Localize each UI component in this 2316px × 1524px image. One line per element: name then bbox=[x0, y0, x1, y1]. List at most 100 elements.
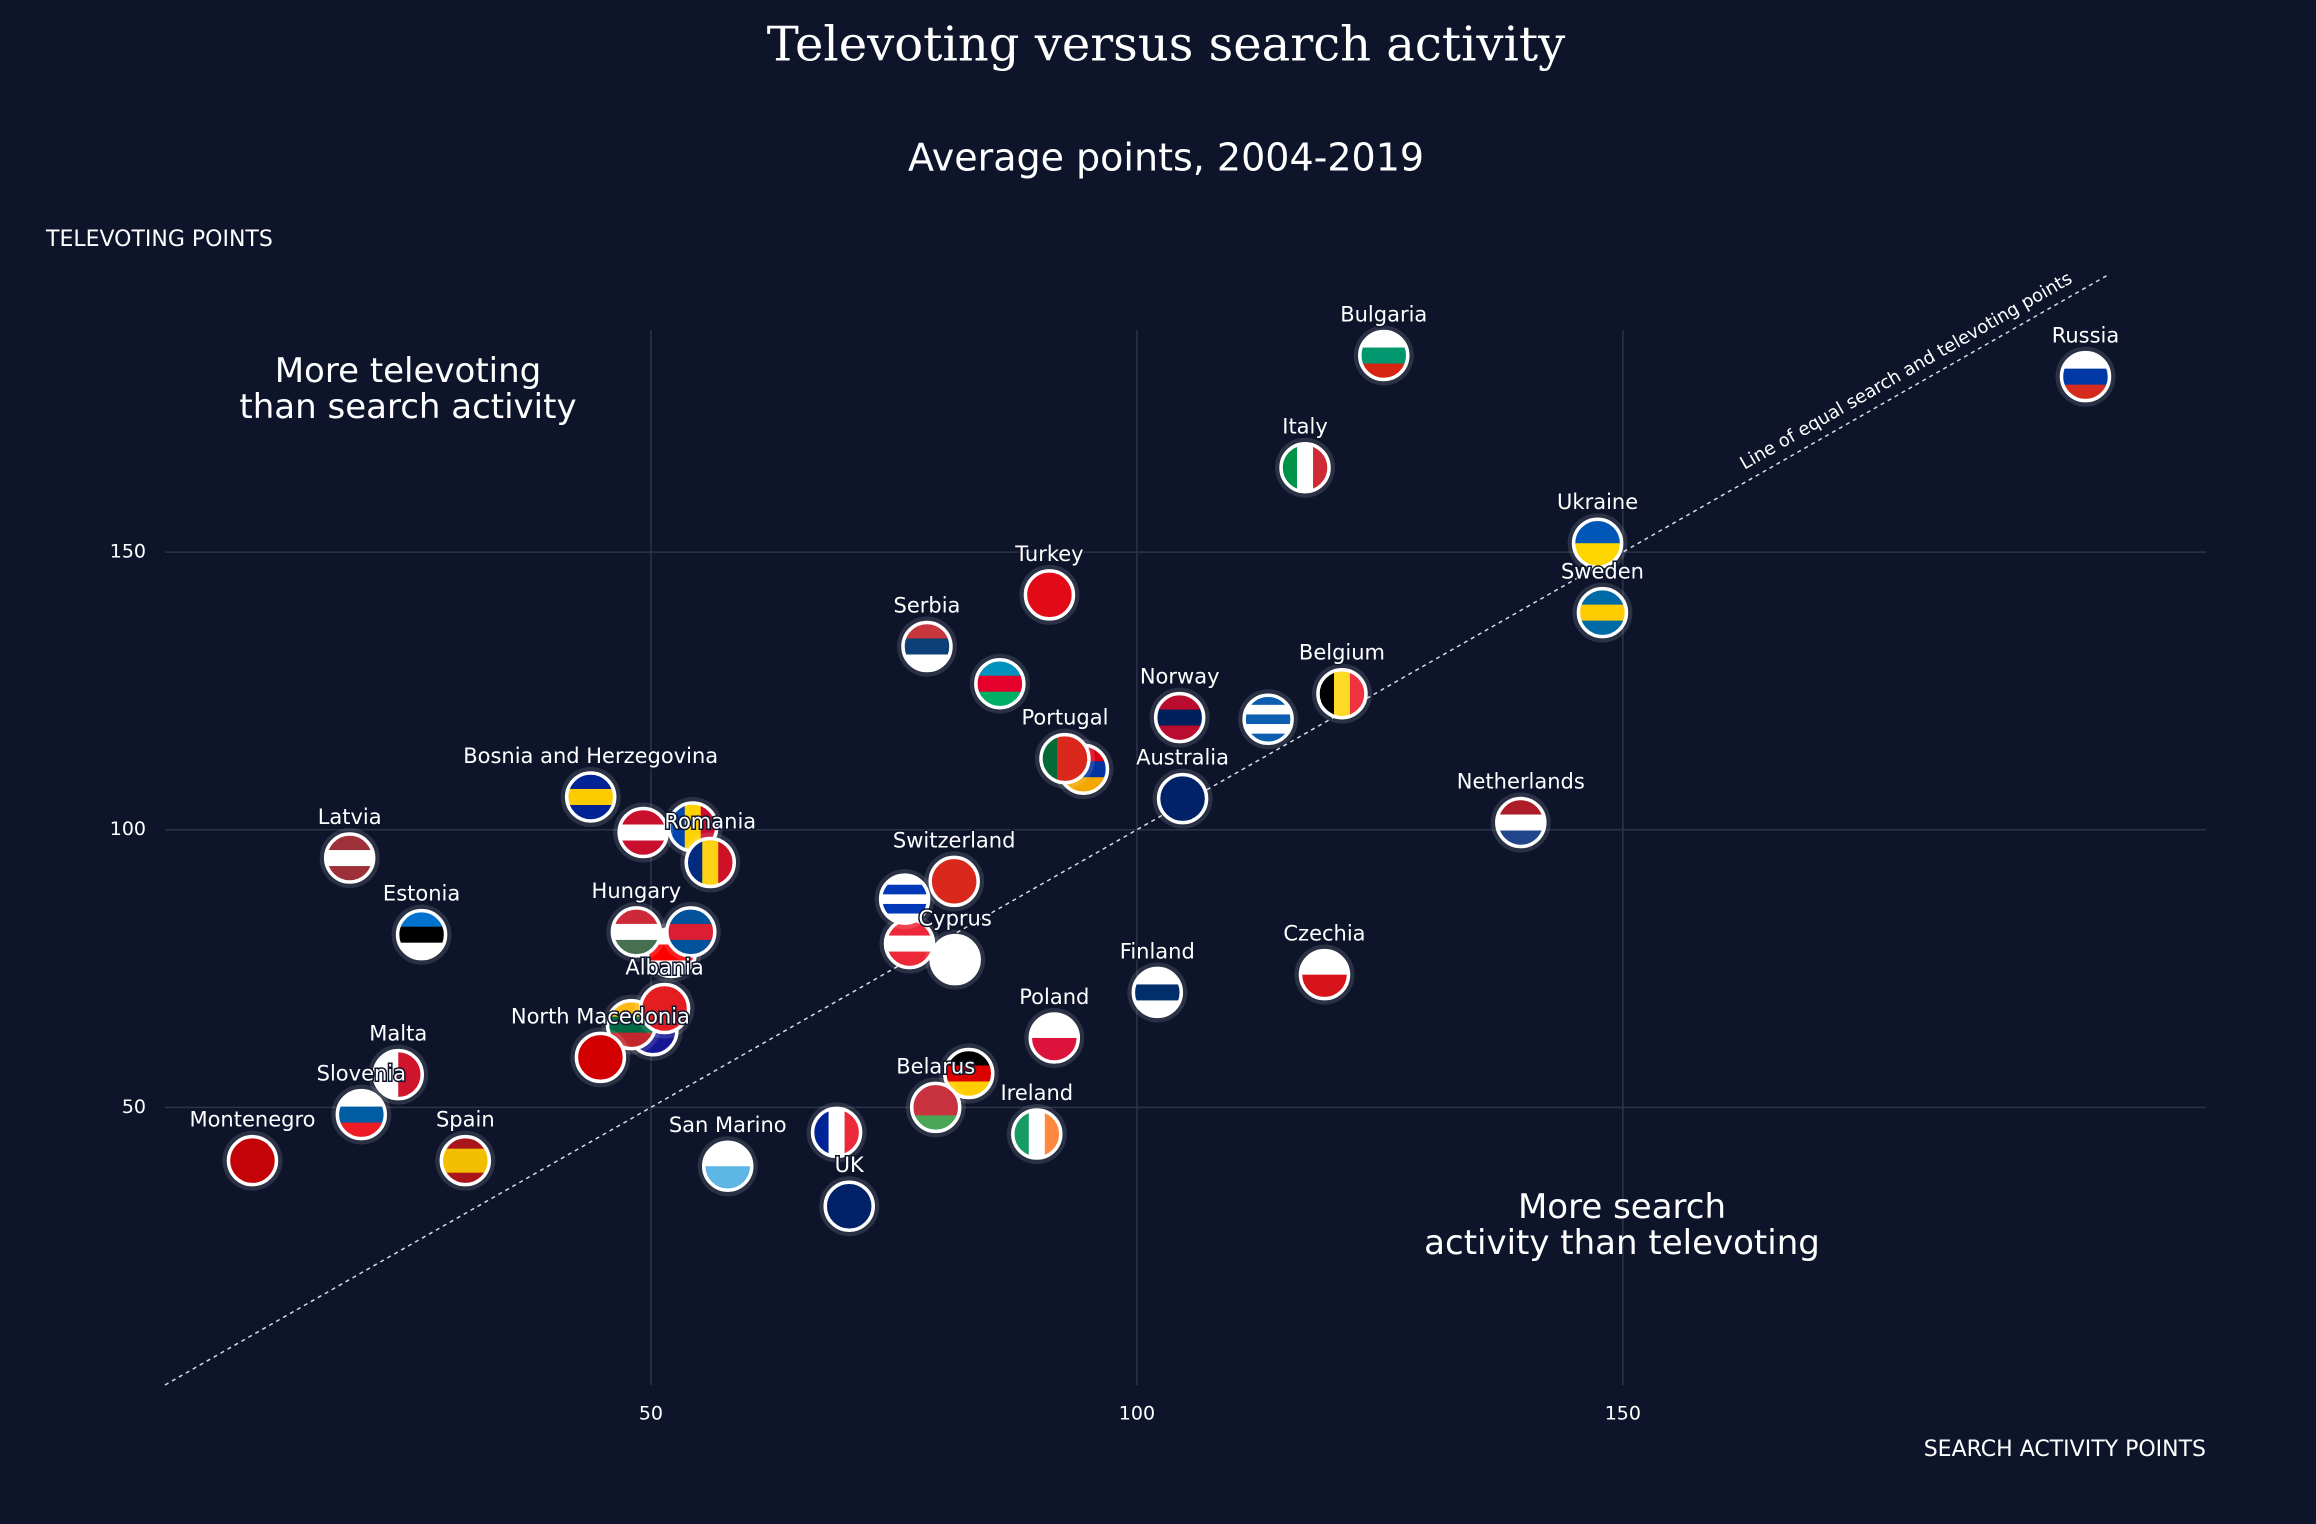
annotation: More search activity than televoting bbox=[1424, 1187, 1820, 1263]
point bbox=[901, 620, 953, 673]
point bbox=[1131, 966, 1184, 1019]
point bbox=[878, 873, 931, 925]
flag bbox=[1244, 695, 1293, 744]
point bbox=[439, 1134, 492, 1187]
flag-stripe bbox=[612, 923, 661, 941]
reference-line bbox=[164, 273, 2110, 1386]
flag-stripe bbox=[828, 1108, 846, 1157]
flag-stripe bbox=[441, 1160, 490, 1174]
annotation-line: More search bbox=[1518, 1187, 1726, 1227]
point bbox=[701, 1140, 754, 1192]
x-axis-label: SEARCH ACTIVITY POINTS bbox=[1924, 1437, 2206, 1462]
point bbox=[1571, 517, 1624, 569]
point-label: Russia bbox=[2052, 324, 2120, 348]
flag-stripe bbox=[337, 1106, 386, 1124]
point-label: UK bbox=[835, 1153, 865, 1177]
point-label: Bulgaria bbox=[1340, 303, 1427, 327]
flag-stripe bbox=[880, 884, 929, 895]
flag-stripe bbox=[975, 675, 1024, 693]
point-label: Sweden bbox=[1561, 560, 1644, 584]
point-label: Hungary bbox=[592, 879, 682, 903]
point bbox=[810, 1106, 863, 1159]
point bbox=[1495, 796, 1547, 849]
point-label: Netherlands bbox=[1457, 770, 1585, 794]
point-label: Finland bbox=[1120, 939, 1195, 963]
point bbox=[974, 657, 1026, 710]
point-label: Czechia bbox=[1283, 922, 1365, 946]
flag-stripe bbox=[1155, 709, 1204, 727]
point bbox=[1242, 693, 1294, 745]
flag-stripe bbox=[1028, 1110, 1046, 1159]
point bbox=[638, 982, 691, 1035]
flag-stripe bbox=[441, 1148, 490, 1162]
point-label: Cyprus bbox=[919, 907, 992, 931]
flag-stripe bbox=[666, 923, 715, 941]
flag-stripe bbox=[397, 926, 446, 944]
flag bbox=[612, 907, 661, 956]
point bbox=[1153, 691, 1206, 744]
chart-title: Televoting versus search activity bbox=[767, 17, 1566, 73]
point-label: Australia bbox=[1136, 746, 1229, 770]
flag-stripe bbox=[885, 935, 934, 953]
x-tick-label: 100 bbox=[1119, 1403, 1155, 1425]
point-label: Switzerland bbox=[893, 828, 1016, 852]
point-label: Estonia bbox=[383, 882, 460, 906]
point-label: Poland bbox=[1019, 985, 1089, 1009]
point-label: Ireland bbox=[1000, 1081, 1073, 1105]
point bbox=[226, 1134, 279, 1187]
point-label: Romania bbox=[664, 809, 756, 833]
y-tick-label: 50 bbox=[122, 1096, 146, 1118]
flag-stripe bbox=[1133, 984, 1182, 1001]
point bbox=[1028, 1012, 1081, 1064]
flag-stripe bbox=[684, 802, 702, 851]
point bbox=[1011, 1108, 1063, 1160]
flag-stripe bbox=[1359, 347, 1408, 365]
flag-stripe bbox=[880, 875, 929, 886]
point-label: Albania bbox=[625, 956, 703, 980]
y-axis-label: TELEVOTING POINTS bbox=[45, 227, 273, 252]
flag-stripe bbox=[1056, 734, 1074, 783]
flag-stripe bbox=[566, 788, 615, 806]
point-label: San Marino bbox=[669, 1113, 787, 1137]
flag-stripe bbox=[1244, 724, 1293, 735]
point bbox=[2059, 350, 2112, 403]
flag-stripe bbox=[1244, 714, 1293, 725]
flag-stripe bbox=[911, 1099, 960, 1116]
point bbox=[1358, 329, 1410, 382]
point bbox=[909, 1081, 962, 1134]
flag-stripe bbox=[702, 838, 719, 887]
flag-stripe bbox=[1496, 814, 1545, 832]
point bbox=[395, 908, 448, 961]
flag-stripe bbox=[1244, 695, 1293, 706]
point-label: Latvia bbox=[318, 805, 382, 829]
point bbox=[335, 1088, 388, 1141]
point bbox=[665, 906, 717, 958]
point-label: Slovenia bbox=[317, 1062, 406, 1086]
point-label: Belarus bbox=[896, 1054, 975, 1078]
point-label: Portugal bbox=[1021, 706, 1108, 730]
flag-stripe bbox=[880, 913, 929, 924]
point bbox=[1576, 586, 1629, 639]
x-tick-label: 150 bbox=[1605, 1403, 1641, 1425]
annotation-line: activity than televoting bbox=[1424, 1223, 1820, 1263]
point-label: Belgium bbox=[1299, 641, 1385, 665]
flag-stripe bbox=[944, 1065, 993, 1082]
flag-stripe bbox=[619, 824, 668, 842]
point-label: Montenegro bbox=[189, 1108, 315, 1132]
annotation: More televoting than search activity bbox=[239, 351, 576, 427]
flag bbox=[880, 875, 929, 924]
point-label: Bosnia and Herzegovina bbox=[463, 744, 718, 768]
point bbox=[1316, 667, 1368, 720]
flag-stripe bbox=[1578, 604, 1627, 622]
point bbox=[943, 1047, 995, 1100]
point bbox=[823, 1180, 875, 1232]
point bbox=[684, 836, 736, 889]
point-label: Malta bbox=[369, 1022, 427, 1046]
point-label: North Macedonia bbox=[511, 1004, 690, 1028]
point-label: Italy bbox=[1282, 415, 1328, 439]
flag-stripe bbox=[1244, 733, 1293, 744]
point bbox=[574, 1031, 627, 1084]
point bbox=[1023, 569, 1076, 621]
